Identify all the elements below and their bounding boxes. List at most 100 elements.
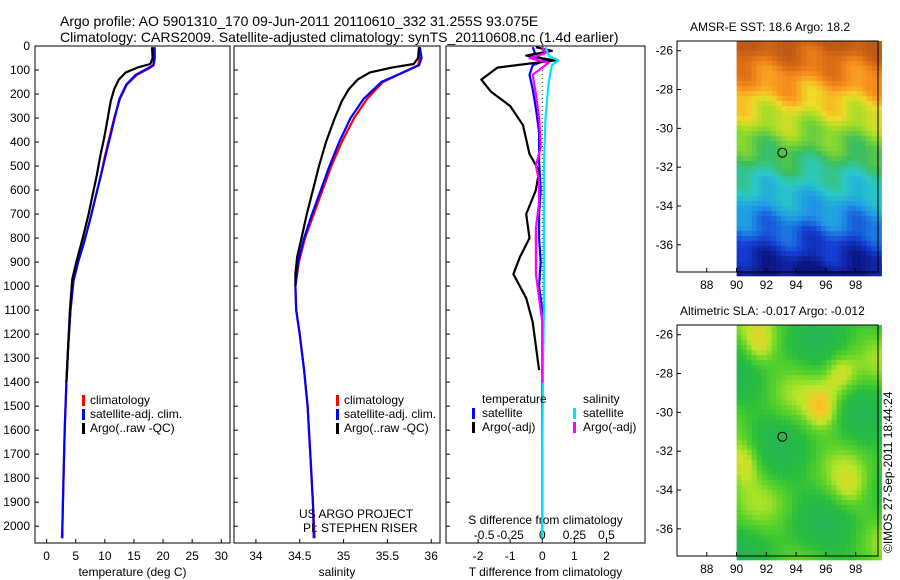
sst-heatmap-cell (741, 71, 747, 77)
sst-heatmap-cell (761, 236, 767, 242)
sla-heatmap-cell (851, 540, 857, 546)
temperature-legend-label: Argo(..raw -QC) (90, 421, 175, 435)
sst-heatmap-cell (856, 146, 862, 152)
sla-heatmap-cell (796, 365, 802, 371)
sst-heatmap-cell (856, 261, 862, 267)
sst-heatmap-cell (806, 206, 812, 212)
sla-heatmap-cell (826, 375, 832, 381)
sla-heatmap-cell (861, 350, 867, 356)
sst-heatmap-cell (796, 71, 802, 77)
sst-heatmap-cell (791, 141, 797, 147)
sla-heatmap-cell (831, 375, 837, 381)
sst-heatmap-cell (741, 261, 747, 267)
sla-heatmap-cell (786, 405, 792, 411)
sla-heatmap-cell (851, 345, 857, 351)
sla-heatmap-cell (871, 370, 877, 376)
sst-heatmap-cell (771, 76, 777, 82)
sst-heatmap-cell (741, 191, 747, 197)
sst-heatmap-cell (871, 266, 877, 272)
sst-heatmap-cell (781, 141, 787, 147)
sla-heatmap-cell (741, 480, 747, 486)
sla-heatmap-cell (866, 525, 872, 531)
sst-heatmap-cell (761, 251, 767, 257)
sla-heatmap-cell (871, 465, 877, 471)
sla-heatmap-cell (811, 505, 817, 511)
sst-heatmap-cell (771, 171, 777, 177)
sla-heatmap-cell (801, 370, 807, 376)
sst-heatmap-cell (851, 91, 857, 97)
depth-tick-label: 800 (10, 231, 30, 245)
sst-heatmap-cell (741, 121, 747, 127)
sla-heatmap-cell (776, 520, 782, 526)
sla-heatmap-cell (836, 535, 842, 541)
sst-heatmap-cell (841, 226, 847, 232)
sla-heatmap-cell (756, 335, 762, 341)
sla-heatmap-cell (871, 470, 877, 476)
sst-heatmap-cell (841, 206, 847, 212)
sst-heatmap-cell (791, 166, 797, 172)
sst-map-title: AMSR-E SST: 18.6 Argo: 18.2 (690, 20, 851, 34)
sst-heatmap-cell (796, 96, 802, 102)
sla-heatmap-cell (781, 335, 787, 341)
sla-heatmap-cell (861, 405, 867, 411)
sla-heatmap-cell (846, 455, 852, 461)
sla-heatmap-cell (851, 475, 857, 481)
sst-heatmap-cell (736, 41, 742, 47)
sst-heatmap-cell (776, 96, 782, 102)
sst-heatmap-cell (806, 251, 812, 257)
sla-heatmap-cell (811, 485, 817, 491)
sla-heatmap-cell (851, 530, 857, 536)
sla-heatmap-cell (821, 350, 827, 356)
sst-heatmap-cell (746, 86, 752, 92)
sst-heatmap-cell (781, 176, 787, 182)
sla-heatmap-cell (861, 390, 867, 396)
sst-heatmap-cell (841, 266, 847, 272)
sst-heatmap-cell (866, 46, 872, 52)
sla-heatmap-cell (876, 495, 882, 501)
sla-heatmap-cell (841, 345, 847, 351)
sla-heatmap-cell (796, 520, 802, 526)
sla-heatmap-cell (856, 530, 862, 536)
sst-heatmap-cell (781, 156, 787, 162)
sla-heatmap-cell (806, 435, 812, 441)
sla-heatmap-cell (821, 360, 827, 366)
sla-heatmap-cell (821, 420, 827, 426)
sst-heatmap-cell (761, 216, 767, 222)
sst-heatmap-cell (836, 106, 842, 112)
sla-heatmap-cell (811, 510, 817, 516)
sst-heatmap-cell (766, 271, 772, 277)
sla-heatmap-cell (871, 460, 877, 466)
sst-lat-tick-label: -26 (656, 44, 674, 58)
sst-heatmap-cell (851, 151, 857, 157)
sst-heatmap-cell (831, 206, 837, 212)
sst-heatmap-cell (776, 81, 782, 87)
sla-heatmap-cell (736, 500, 742, 506)
sla-heatmap-cell (806, 405, 812, 411)
sst-heatmap-cell (851, 211, 857, 217)
sla-heatmap-cell (741, 355, 747, 361)
sla-heatmap-cell (796, 440, 802, 446)
sst-lon-tick-label: 94 (789, 278, 803, 292)
sst-heatmap-cell (831, 121, 837, 127)
sla-heatmap-cell (811, 460, 817, 466)
sst-heatmap-cell (736, 211, 742, 217)
sst-heatmap-cell (766, 246, 772, 252)
salinity-legend-swatch (336, 395, 339, 406)
depth-tick-label: 1100 (4, 303, 30, 317)
sla-heatmap-cell (771, 520, 777, 526)
sst-heatmap-cells (736, 41, 882, 277)
sst-heatmap-cell (796, 126, 802, 132)
sst-heatmap-cell (816, 236, 822, 242)
sst-heatmap-cell (876, 51, 882, 57)
sla-heatmap-cell (776, 505, 782, 511)
sst-heatmap-cell (846, 41, 852, 47)
sst-heatmap-cell (776, 131, 782, 137)
sst-heatmap-cell (771, 111, 777, 117)
sst-heatmap-cell (836, 226, 842, 232)
sst-heatmap-cell (751, 96, 757, 102)
sst-heatmap-cell (791, 71, 797, 77)
sst-heatmap-cell (806, 131, 812, 137)
sla-heatmap-cell (796, 340, 802, 346)
sla-heatmap-cell (746, 505, 752, 511)
sla-heatmap-cell (866, 545, 872, 551)
